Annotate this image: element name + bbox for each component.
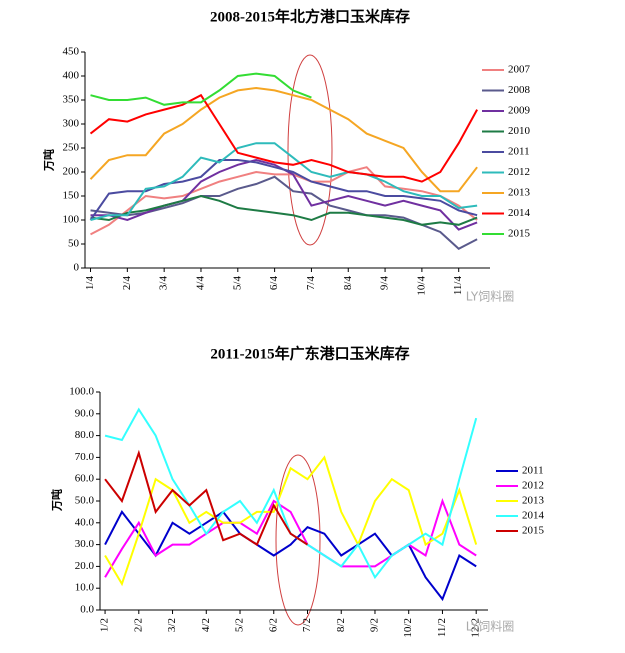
x-tick-label: 1/2 (99, 618, 111, 632)
series-line (104, 455, 478, 587)
series-line (89, 93, 478, 183)
y-tick-label: 40.0 (75, 516, 95, 528)
y-tick-label: 300 (63, 118, 80, 130)
chart-title: 2011-2015年广东港口玉米库存 (210, 344, 409, 362)
highlight-ellipse (275, 454, 321, 626)
legend-label: 2014 (522, 510, 545, 522)
y-tick-label: 100.0 (69, 386, 94, 398)
legend-label: 2013 (508, 187, 531, 199)
legend-label: 2011 (522, 465, 544, 477)
legend-label: 2015 (522, 525, 545, 537)
x-tick-label: 9/4 (379, 276, 391, 291)
y-axis-label: 万吨 (50, 489, 64, 512)
y-tick-label: 80.0 (75, 429, 95, 441)
watermark: LY饲料圈 (466, 620, 514, 634)
series-line (90, 142, 478, 221)
legend-label: 2008 (508, 84, 531, 96)
x-tick-label: 6/4 (268, 276, 280, 291)
x-tick-label: 6/2 (267, 618, 279, 632)
y-axis-label: 万吨 (42, 149, 56, 172)
legend-label: 2007 (508, 64, 531, 76)
series-line (90, 166, 478, 236)
y-tick-label: 70.0 (75, 451, 95, 463)
y-tick-label: 0.0 (80, 604, 94, 616)
legend-label: 2010 (508, 125, 531, 137)
series-line (104, 449, 309, 547)
legend-label: 2012 (522, 480, 544, 492)
x-tick-label: 4/4 (195, 276, 207, 291)
series-line (90, 194, 478, 226)
watermark: LY饲料圈 (466, 290, 514, 304)
series-line (104, 510, 477, 602)
y-tick-label: 50 (68, 238, 80, 250)
x-tick-label: 11/2 (436, 618, 448, 637)
x-tick-label: 3/2 (166, 618, 178, 632)
x-tick-label: 2/2 (132, 618, 144, 632)
y-tick-label: 20.0 (75, 560, 95, 572)
y-tick-label: 30.0 (75, 538, 95, 550)
series-line (90, 72, 312, 106)
x-tick-label: 10/2 (402, 618, 414, 638)
x-tick-label: 5/2 (234, 618, 246, 632)
legend-label: 2009 (508, 105, 531, 117)
y-tick-label: 60.0 (75, 473, 95, 485)
y-tick-label: 250 (63, 142, 80, 154)
x-tick-label: 11/4 (452, 276, 464, 296)
legend-label: 2014 (508, 207, 531, 219)
legend-label: 2015 (508, 228, 531, 240)
y-tick-label: 200 (63, 166, 80, 178)
x-tick-label: 7/4 (305, 276, 317, 291)
y-tick-label: 0 (74, 262, 80, 274)
x-tick-label: 1/4 (84, 276, 96, 291)
x-tick-label: 2/4 (121, 276, 133, 291)
legend-label: 2011 (508, 146, 530, 158)
x-tick-label: 8/4 (342, 276, 354, 291)
highlight-ellipse (287, 54, 333, 246)
y-tick-label: 450 (63, 46, 80, 58)
series-line (90, 175, 478, 251)
y-tick-label: 150 (63, 190, 80, 202)
x-tick-label: 9/2 (369, 618, 381, 632)
series-line (104, 497, 477, 578)
legend-label: 2012 (508, 166, 530, 178)
x-tick-label: 7/2 (301, 618, 313, 632)
x-tick-label: 12/2 (470, 618, 482, 638)
y-tick-label: 90.0 (75, 407, 95, 419)
series-line (89, 86, 478, 193)
x-tick-label: 10/4 (415, 276, 427, 296)
x-tick-label: 4/2 (200, 618, 212, 632)
chart-title: 2008-2015年北方港口玉米库存 (210, 7, 410, 25)
y-tick-label: 400 (63, 70, 80, 82)
x-tick-label: 5/4 (231, 276, 243, 291)
x-tick-label: 3/4 (158, 276, 170, 291)
y-tick-label: 100 (63, 214, 80, 226)
y-tick-label: 10.0 (75, 582, 95, 594)
x-tick-label: 8/2 (335, 618, 347, 632)
y-tick-label: 350 (63, 94, 80, 106)
legend-label: 2013 (522, 495, 545, 507)
y-tick-label: 50.0 (75, 495, 95, 507)
